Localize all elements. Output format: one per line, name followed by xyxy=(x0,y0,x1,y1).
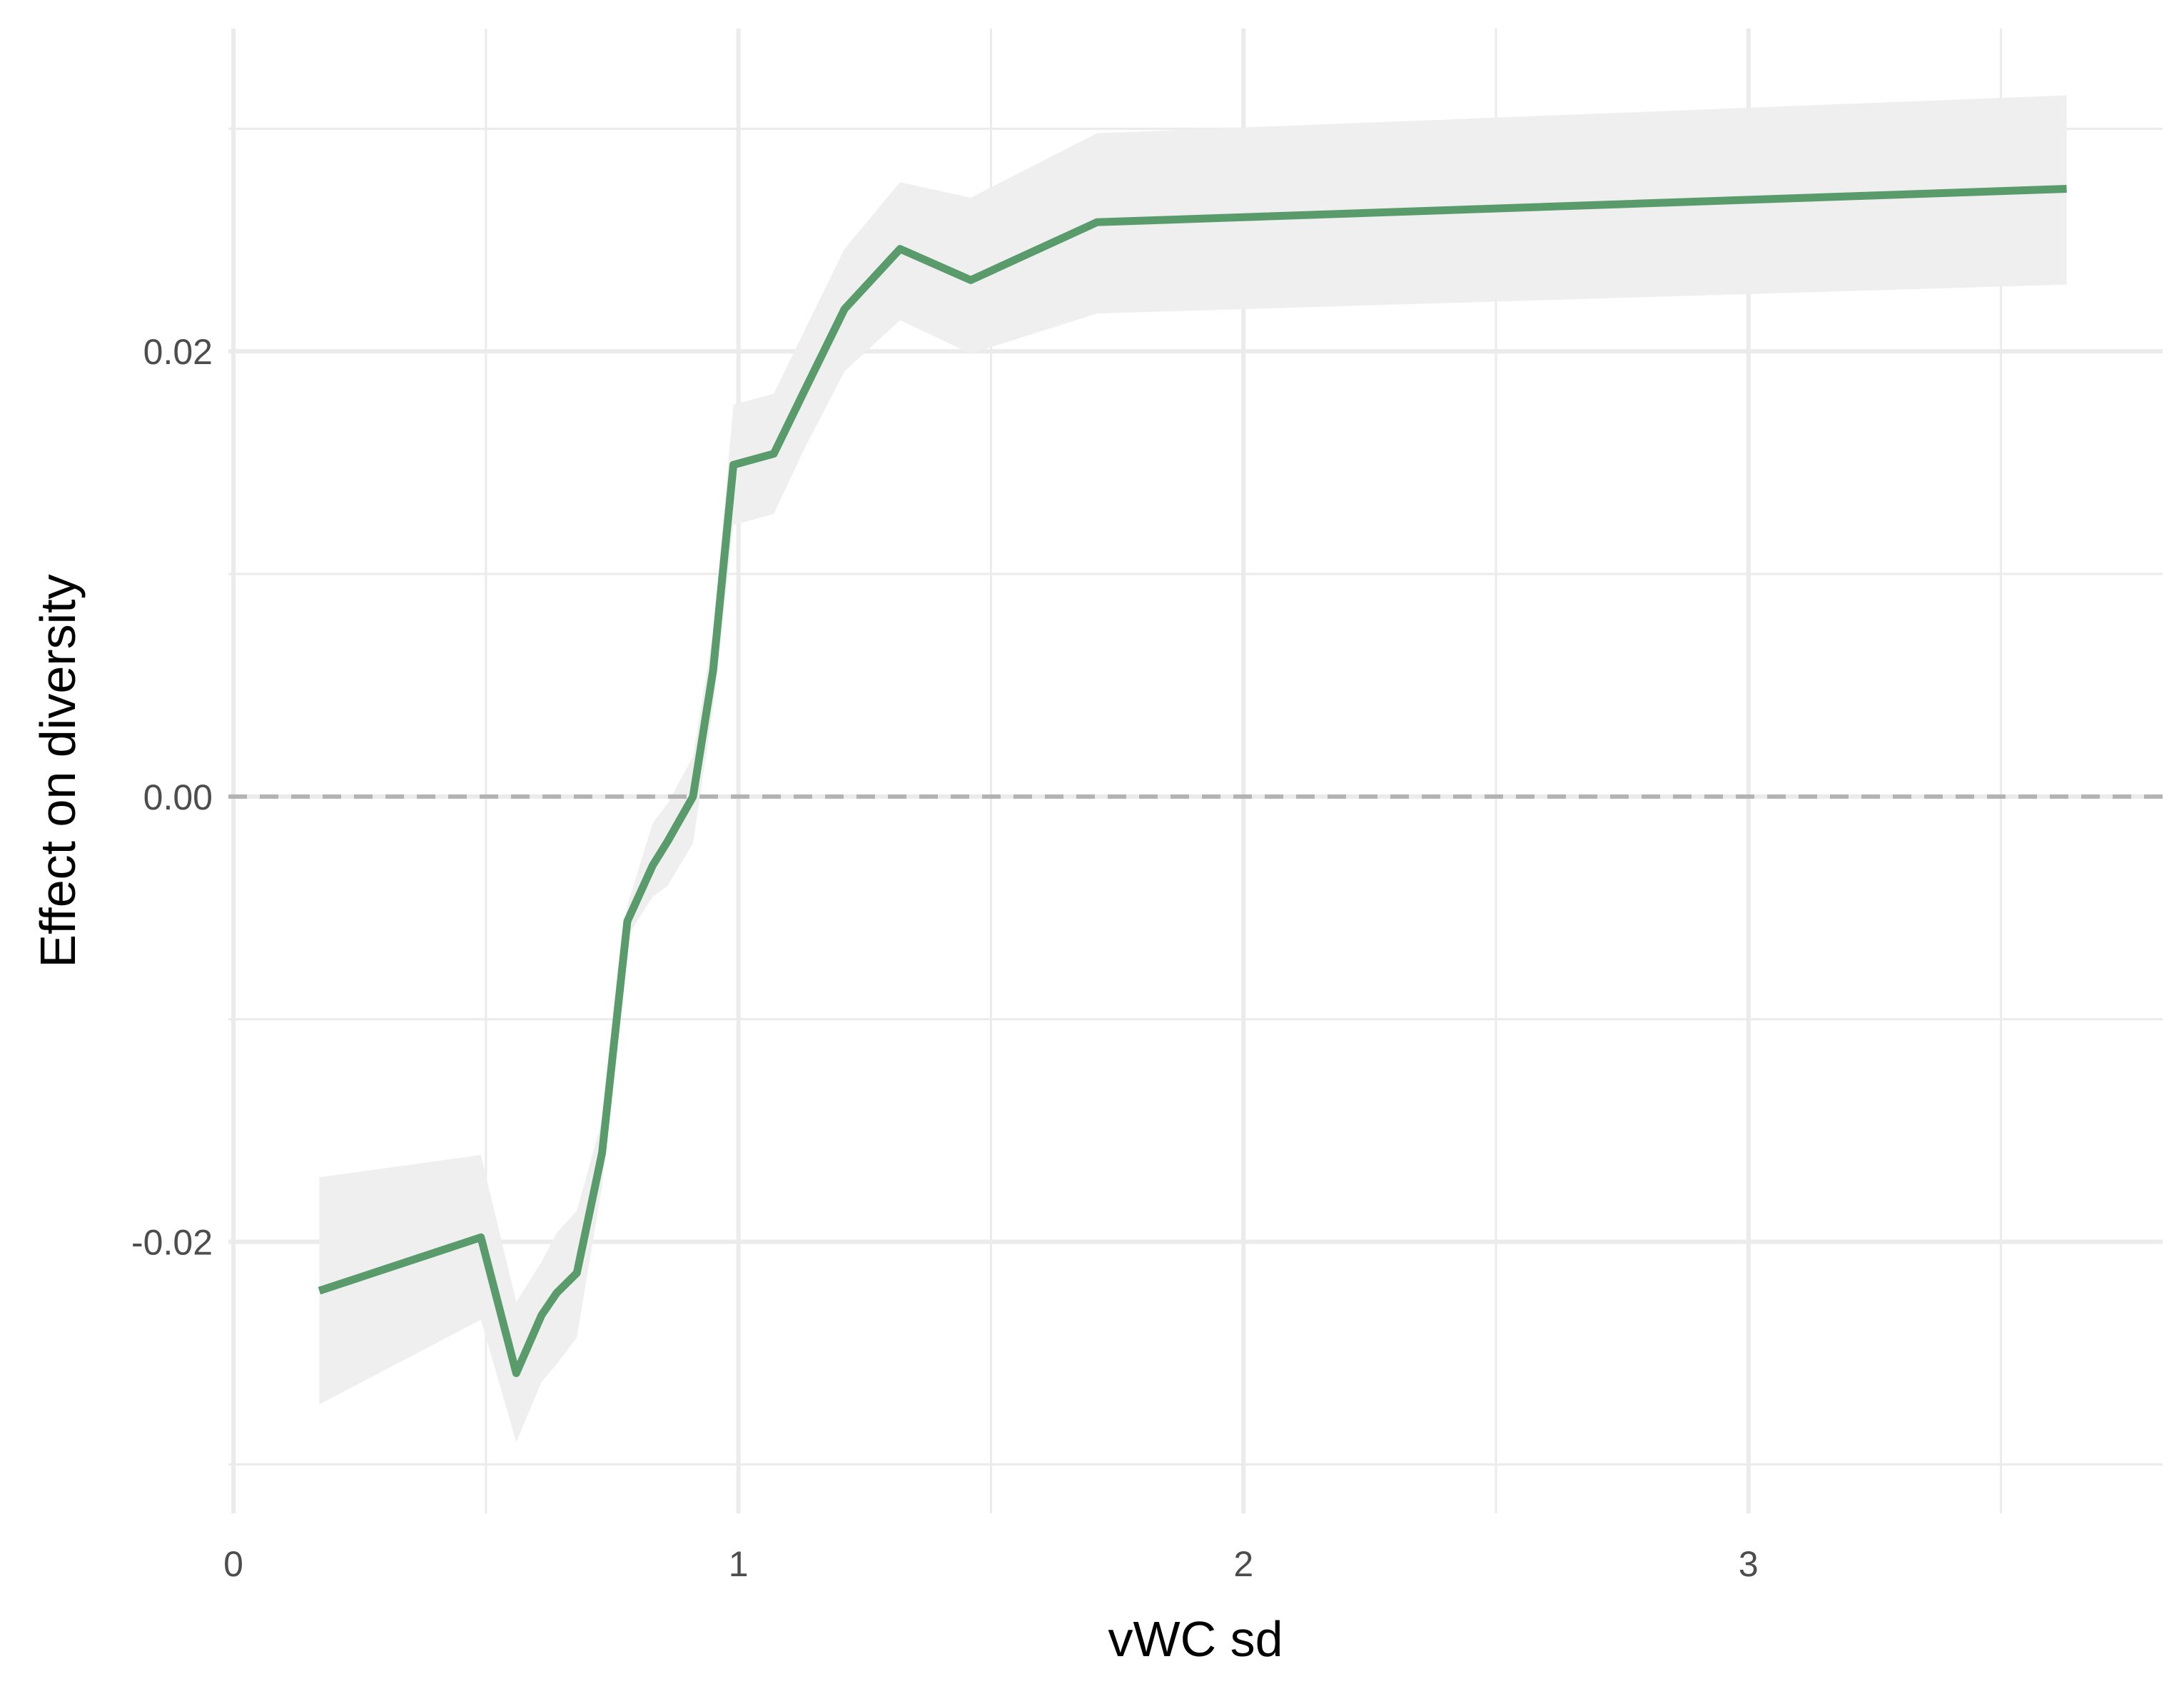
y-tick-label: -0.02 xyxy=(131,1223,213,1263)
y-tick-label: 0.02 xyxy=(143,332,213,372)
x-tick-label: 0 xyxy=(223,1544,243,1584)
x-tick-label: 3 xyxy=(1739,1544,1759,1584)
x-tick-label: 1 xyxy=(729,1544,749,1584)
confidence-ribbon xyxy=(319,95,2067,1443)
x-tick-labels: 0 1 2 3 xyxy=(223,1544,1759,1584)
y-tick-label: 0.00 xyxy=(143,777,213,817)
x-axis-title: vWC sd xyxy=(1108,1611,1283,1667)
series-line xyxy=(318,185,2067,1378)
y-tick-labels: -0.02 0.00 0.02 xyxy=(131,332,213,1262)
x-tick-label: 2 xyxy=(1233,1544,1253,1584)
y-axis-title: Effect on diversity xyxy=(30,574,86,967)
